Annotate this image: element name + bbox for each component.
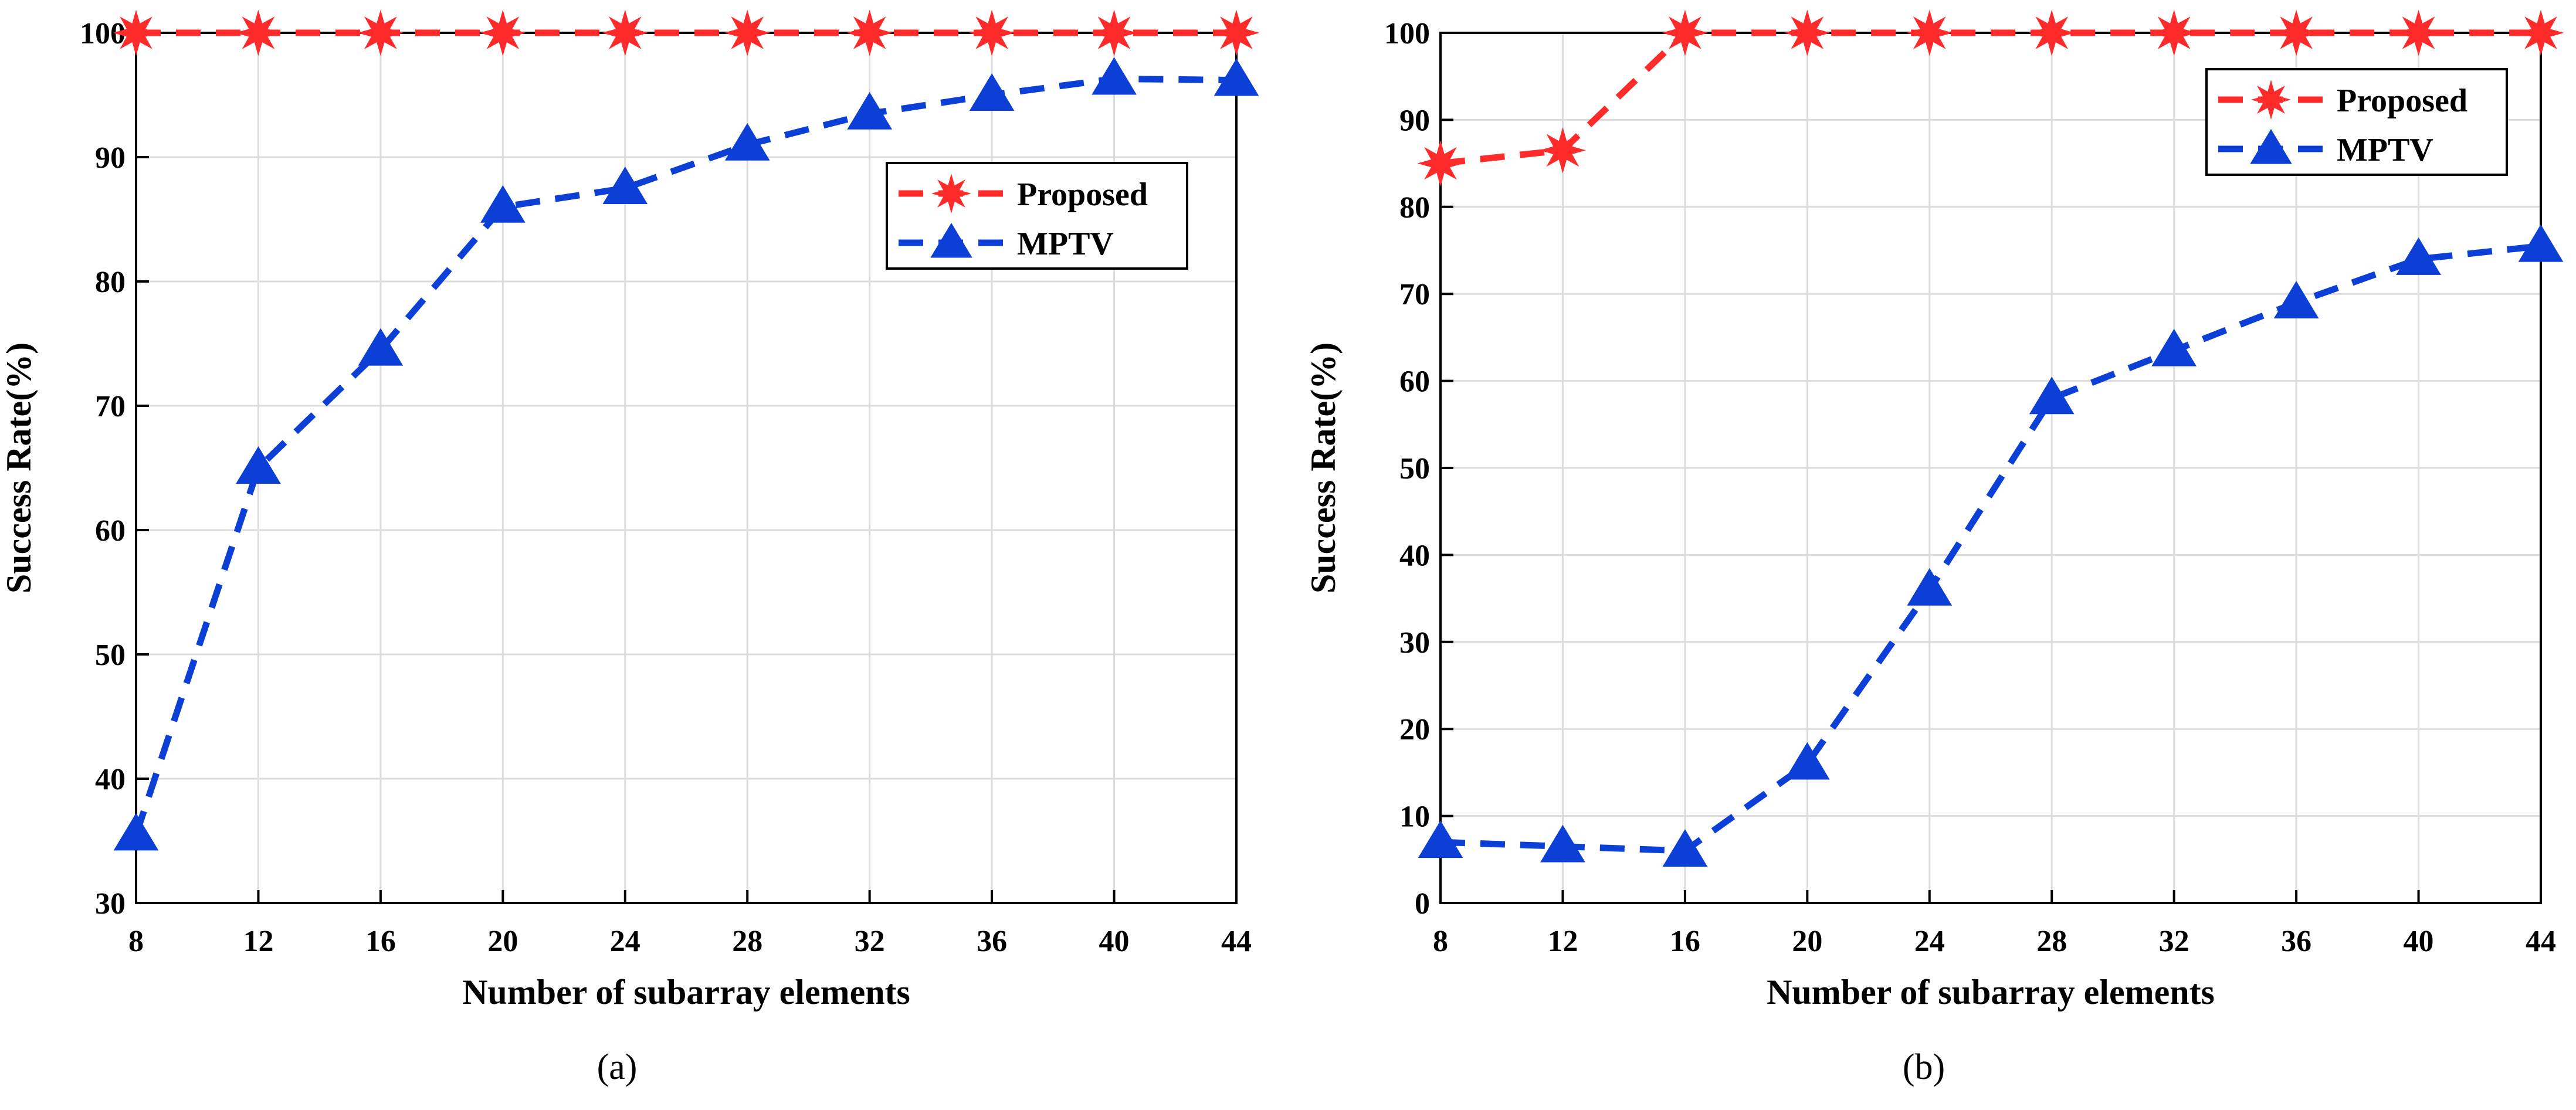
chart-panel-a: 8 12 16 20 24 28 32 36 40 4430405060708090100Numb… bbox=[0, 9, 1260, 1087]
y-tick-label: 20 bbox=[1399, 713, 1430, 746]
x-tick-label: 36 bbox=[2281, 925, 2311, 958]
x-axis-label: Number of subarray elements bbox=[462, 973, 910, 1011]
x-tick-label: 8 bbox=[1433, 925, 1448, 958]
data-point-mptv bbox=[2151, 328, 2197, 366]
series-line-proposed bbox=[1440, 29, 2541, 167]
x-tick-label: 8 bbox=[128, 925, 144, 958]
legend-marker-mptv bbox=[2250, 129, 2292, 164]
x-tick-label: 12 bbox=[243, 925, 273, 958]
legend-label-mptv: MPTV bbox=[2337, 132, 2433, 168]
x-tick-label: 36 bbox=[977, 925, 1007, 958]
data-point-mptv bbox=[480, 185, 526, 223]
data-point-mptv bbox=[724, 123, 770, 161]
y-tick-label: 80 bbox=[95, 266, 126, 299]
data-point-proposed bbox=[479, 9, 526, 56]
panel-caption: (b) bbox=[1903, 1047, 1945, 1087]
legend-marker-proposed bbox=[931, 174, 971, 213]
data-point-proposed bbox=[1662, 9, 1709, 56]
y-axis-label: Success Rate(%) bbox=[1304, 342, 1343, 593]
x-tick-label: 40 bbox=[1099, 925, 1130, 958]
x-tick-label: 44 bbox=[1221, 925, 1252, 958]
y-tick-label: 40 bbox=[1399, 539, 1430, 572]
data-point-mptv bbox=[602, 167, 648, 204]
y-tick-label: 50 bbox=[1399, 452, 1430, 486]
panel-caption: (a) bbox=[597, 1047, 638, 1087]
data-point-mptv bbox=[2273, 281, 2319, 319]
data-point-mptv bbox=[1418, 820, 1463, 858]
x-tick-label: 28 bbox=[732, 925, 762, 958]
y-tick-label: 70 bbox=[1399, 278, 1430, 311]
data-point-proposed bbox=[968, 9, 1015, 56]
data-point-proposed bbox=[1784, 9, 1831, 56]
y-tick-label: 90 bbox=[1399, 104, 1430, 137]
y-tick-label: 70 bbox=[95, 390, 126, 423]
data-point-mptv bbox=[969, 73, 1015, 111]
legend-label-proposed: Proposed bbox=[2337, 83, 2467, 119]
data-point-proposed bbox=[1417, 140, 1464, 187]
legend-marker-mptv bbox=[930, 223, 972, 258]
x-tick-label: 12 bbox=[1547, 925, 1578, 958]
data-point-proposed bbox=[113, 9, 160, 56]
x-axis-label: Number of subarray elements bbox=[1767, 973, 2215, 1011]
legend-label-mptv: MPTV bbox=[1017, 226, 1114, 262]
data-point-proposed bbox=[357, 9, 404, 56]
data-point-mptv bbox=[358, 328, 404, 366]
x-tick-label: 16 bbox=[365, 925, 396, 958]
x-tick-label: 28 bbox=[2036, 925, 2067, 958]
chart-panel-b: 8 12 16 20 24 28 32 36 40 44 0 10 20 30 40 50 60 70 80 90 10… bbox=[1304, 9, 2564, 1087]
y-tick-label: 90 bbox=[95, 141, 126, 175]
legend-marker-proposed bbox=[2251, 80, 2291, 120]
axes-frame bbox=[135, 32, 1238, 904]
y-tick-label: 80 bbox=[1399, 191, 1430, 225]
data-point-proposed bbox=[2273, 9, 2320, 56]
data-point-mptv bbox=[1907, 568, 1953, 606]
data-point-mptv bbox=[1214, 58, 1259, 96]
data-point-mptv bbox=[847, 91, 893, 130]
data-point-proposed bbox=[1213, 9, 1260, 56]
x-tick-label: 40 bbox=[2404, 925, 2434, 958]
y-axis-label: Success Rate(%) bbox=[0, 342, 38, 593]
y-tick-label: 60 bbox=[1399, 365, 1430, 399]
data-point-mptv bbox=[236, 446, 281, 484]
x-tick-label: 44 bbox=[2526, 925, 2556, 958]
x-tick-label: 24 bbox=[1914, 925, 1945, 958]
data-point-proposed bbox=[2395, 9, 2442, 56]
x-tick-label: 20 bbox=[1792, 925, 1822, 958]
data-point-mptv bbox=[1540, 824, 1585, 863]
x-tick-label: 16 bbox=[1670, 925, 1700, 958]
y-tick-label: 0 bbox=[1415, 887, 1430, 921]
y-tick-label: 100 bbox=[1384, 17, 1430, 50]
data-point-mptv bbox=[113, 813, 159, 851]
data-point-mptv bbox=[1092, 57, 1137, 95]
x-tick-label: 32 bbox=[2159, 925, 2189, 958]
y-tick-label: 30 bbox=[1399, 626, 1430, 660]
data-point-mptv bbox=[2396, 237, 2441, 275]
data-point-mptv bbox=[1662, 829, 1708, 867]
x-tick-label: 24 bbox=[610, 925, 640, 958]
data-point-proposed bbox=[724, 9, 771, 56]
data-point-mptv bbox=[1784, 742, 1830, 780]
data-point-proposed bbox=[2028, 9, 2075, 56]
x-tick-label: 20 bbox=[487, 925, 518, 958]
data-point-mptv bbox=[2029, 376, 2075, 415]
data-point-proposed bbox=[1906, 9, 1953, 56]
legend-label-proposed: Proposed bbox=[1017, 176, 1148, 213]
data-point-proposed bbox=[2517, 9, 2564, 56]
data-point-proposed bbox=[602, 9, 649, 56]
data-point-proposed bbox=[2151, 9, 2198, 56]
y-tick-label: 10 bbox=[1399, 800, 1430, 834]
series-line-mptv bbox=[133, 75, 1237, 836]
data-point-proposed bbox=[1091, 9, 1138, 56]
data-point-proposed bbox=[235, 9, 282, 56]
series-line-mptv bbox=[1440, 243, 2541, 854]
data-point-proposed bbox=[846, 9, 893, 56]
y-tick-label: 60 bbox=[95, 514, 126, 548]
data-point-proposed bbox=[1539, 127, 1586, 174]
y-tick-label: 50 bbox=[95, 639, 126, 672]
data-point-mptv bbox=[2518, 224, 2564, 262]
x-tick-label: 32 bbox=[855, 925, 885, 958]
y-tick-label: 30 bbox=[95, 887, 126, 921]
y-tick-label: 40 bbox=[95, 763, 126, 796]
